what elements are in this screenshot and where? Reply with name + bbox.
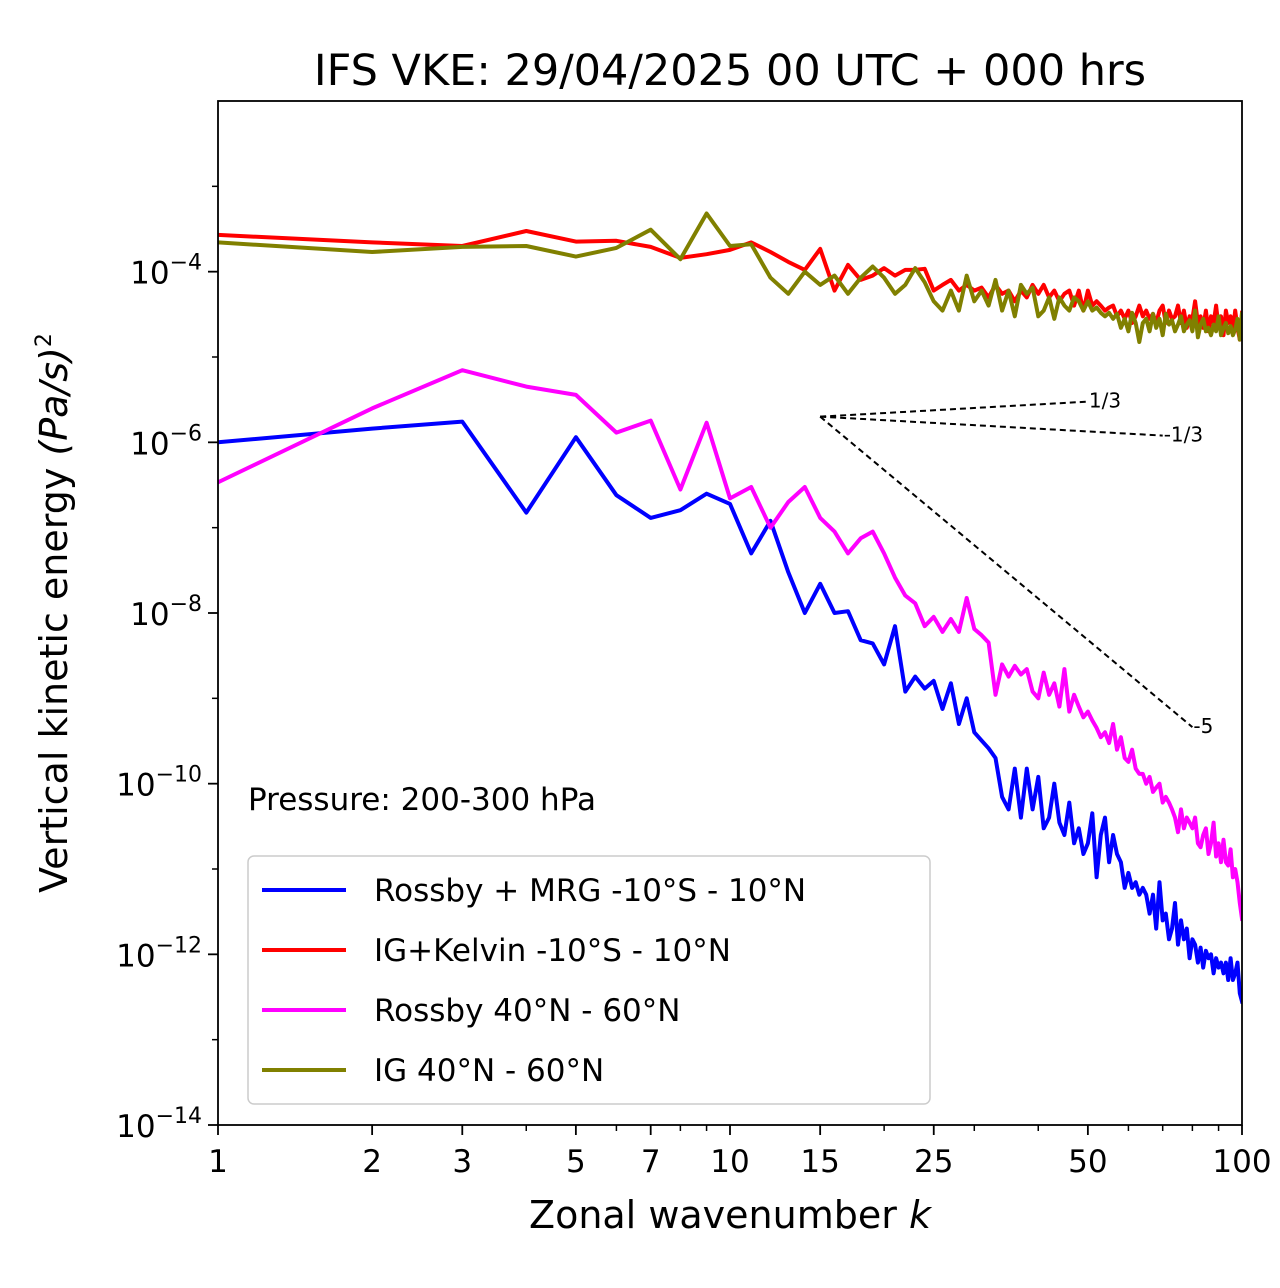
x-axis-label: Zonal wavenumber k bbox=[529, 1193, 933, 1237]
reference-label-2: -5 bbox=[1193, 714, 1213, 738]
series-layer bbox=[218, 211, 1242, 1004]
y-tick-label: 10−14 bbox=[116, 1104, 202, 1145]
x-tick-label: 3 bbox=[452, 1144, 472, 1180]
x-tick-label: 2 bbox=[362, 1144, 382, 1180]
legend-label-2: Rossby 40°N - 60°N bbox=[374, 993, 680, 1029]
reference-label-0: 1/3 bbox=[1089, 389, 1121, 413]
legend-label-3: IG 40°N - 60°N bbox=[374, 1053, 604, 1089]
x-tick-label: 10 bbox=[710, 1144, 749, 1180]
pressure-annotation: Pressure: 200-300 hPa bbox=[248, 782, 596, 818]
y-tick-label: 10−8 bbox=[130, 592, 202, 633]
y-tick-label: 10−6 bbox=[130, 421, 202, 462]
y-tick-label: 10−4 bbox=[130, 251, 202, 292]
x-tick-label: 7 bbox=[641, 1144, 661, 1180]
x-tick-label: 50 bbox=[1068, 1144, 1107, 1180]
legend-box bbox=[247, 855, 931, 1105]
y-axis-label: Vertical kinetic energy (Pa/s)2 bbox=[32, 333, 76, 893]
x-tick-label: 5 bbox=[566, 1144, 586, 1180]
reference-line-2 bbox=[819, 415, 1194, 728]
reference-lines: 1/3 -1/3 -5 bbox=[819, 389, 1213, 738]
y-tick-label: 10−12 bbox=[116, 933, 202, 974]
x-axis: 1 2 3 5 7 10 15 25 50 100 bbox=[208, 1125, 1272, 1180]
reference-line-0 bbox=[820, 400, 1088, 418]
x-tick-label: 25 bbox=[914, 1144, 953, 1180]
legend: Rossby + MRG -10°S - 10°N IG+Kelvin -10°S… bbox=[247, 855, 931, 1105]
series-line-0 bbox=[218, 419, 1242, 1004]
x-tick-label: 15 bbox=[800, 1144, 839, 1180]
legend-label-1: IG+Kelvin -10°S - 10°N bbox=[374, 933, 731, 969]
series-line-3 bbox=[218, 211, 1242, 344]
x-tick-label: 1 bbox=[208, 1144, 228, 1180]
y-axis: 10−14 10−12 10−10 10−8 10−6 10−4 bbox=[116, 185, 218, 1145]
legend-label-0: Rossby + MRG -10°S - 10°N bbox=[374, 873, 806, 909]
x-tick-label: 100 bbox=[1212, 1144, 1271, 1180]
y-tick-label: 10−10 bbox=[116, 763, 202, 804]
reference-label-1: -1/3 bbox=[1164, 423, 1203, 447]
reference-line-1 bbox=[820, 415, 1163, 437]
series-line-2 bbox=[218, 368, 1242, 922]
chart-title: IFS VKE: 29/04/2025 00 UTC + 000 hrs bbox=[314, 46, 1146, 96]
